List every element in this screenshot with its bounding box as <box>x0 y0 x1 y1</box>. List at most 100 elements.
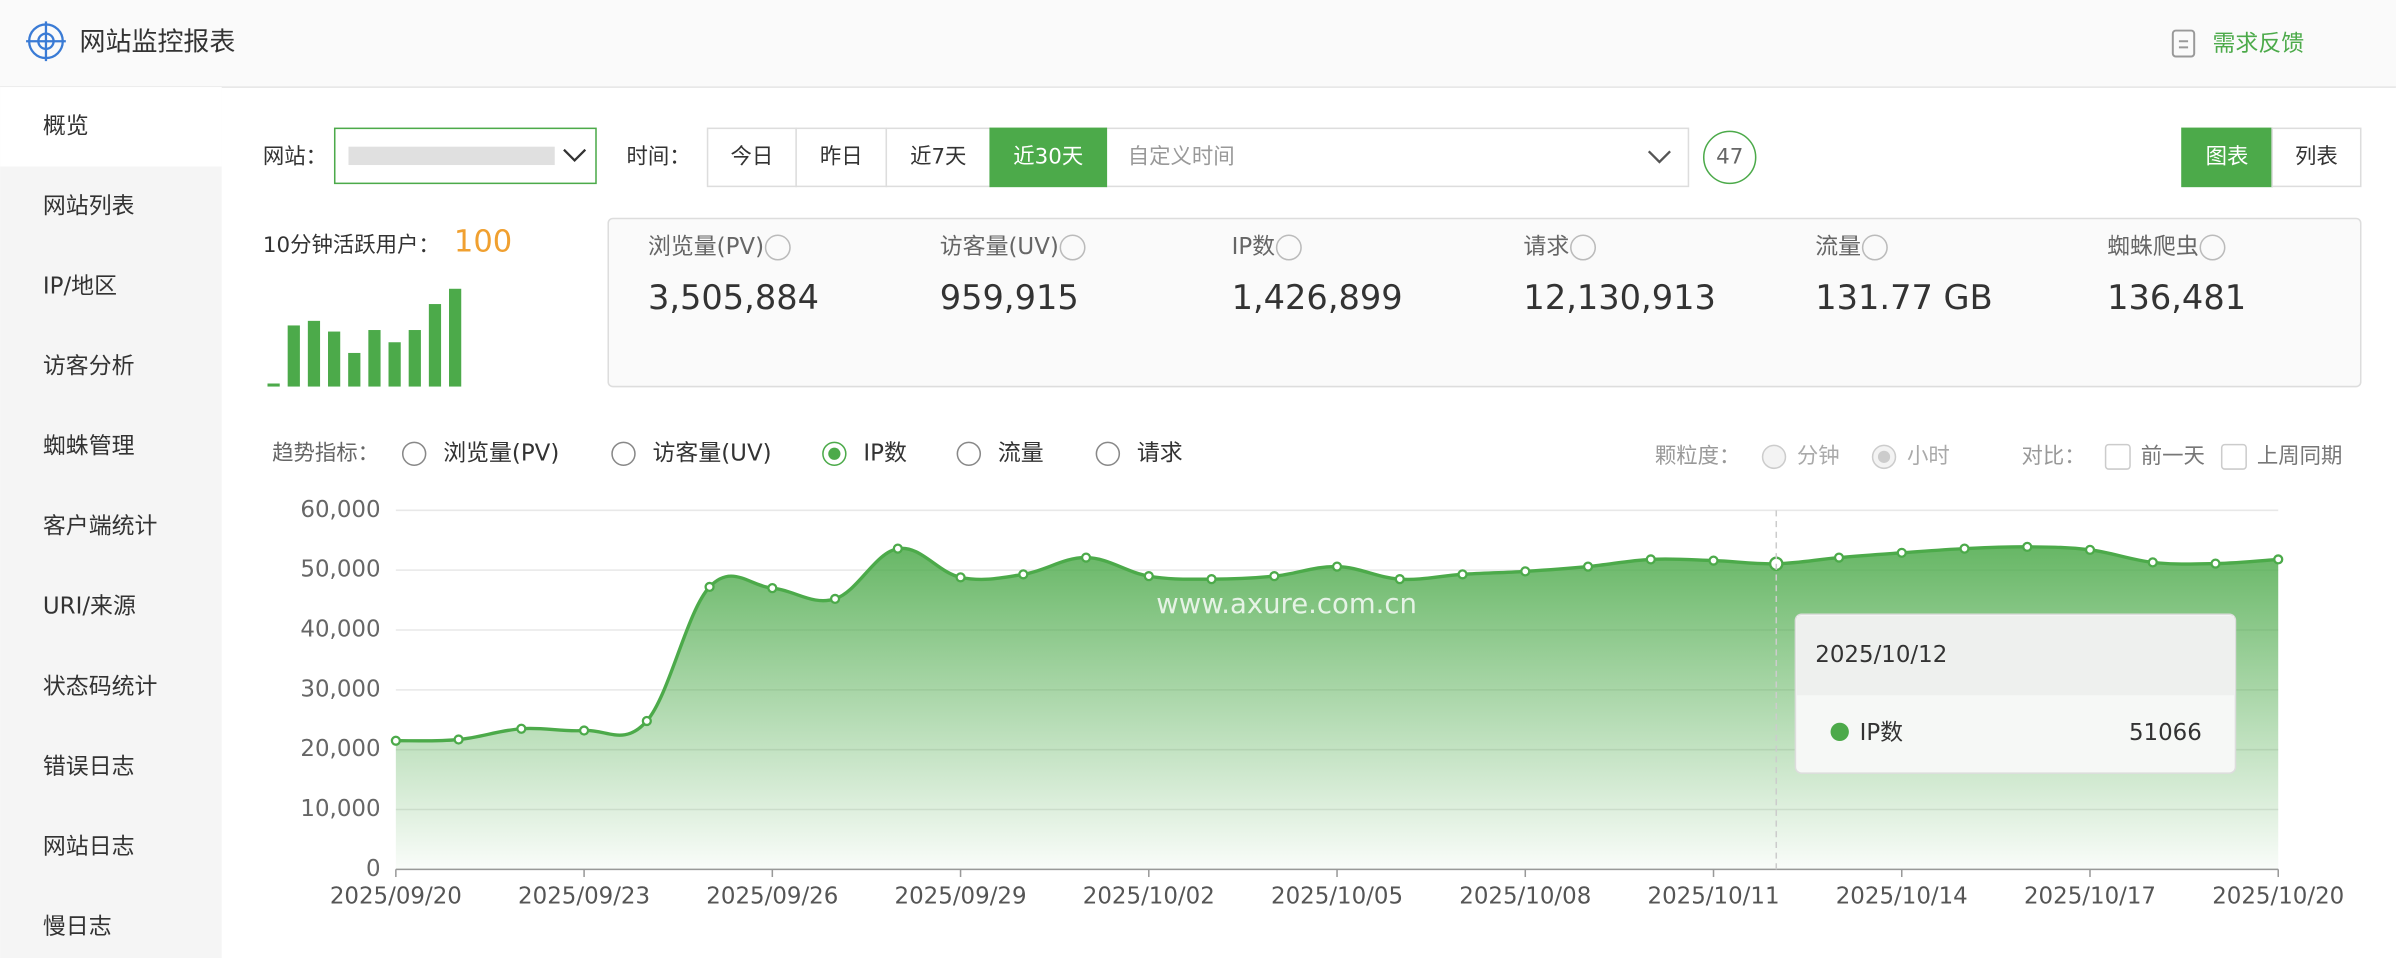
help-icon[interactable] <box>2199 234 2226 261</box>
point[interactable] <box>1520 566 1531 577</box>
stat-value: 131.77 GB <box>1815 278 1992 317</box>
header-bar <box>0 0 2396 88</box>
stat-value: 136,481 <box>2107 278 2246 317</box>
point[interactable] <box>1457 569 1468 580</box>
point[interactable] <box>2273 554 2284 565</box>
point[interactable] <box>641 715 652 727</box>
logo-icon <box>26 21 66 62</box>
active-bar <box>287 325 300 387</box>
sidebar-item[interactable]: 概览 <box>43 113 89 139</box>
metric-label: 访客量(UV) <box>653 440 772 466</box>
point[interactable] <box>1582 561 1594 572</box>
time-option[interactable] <box>989 127 1108 188</box>
active-users-label: 10分钟活跃用户： <box>263 233 440 258</box>
sidebar <box>0 87 222 958</box>
sidebar-item[interactable]: 访客分析 <box>43 354 135 380</box>
time-option[interactable] <box>795 127 888 188</box>
help-icon[interactable] <box>1861 234 1888 261</box>
point[interactable] <box>1645 554 1656 565</box>
point[interactable] <box>829 593 841 605</box>
time-option-label: 昨日 <box>820 144 863 169</box>
stat-value: 12,130,913 <box>1523 278 1715 317</box>
x-tick-label: 2025/10/11 <box>1648 883 1780 909</box>
sidebar-item[interactable]: 蜘蛛管理 <box>43 434 135 460</box>
point[interactable] <box>767 582 778 594</box>
compare-checkbox[interactable] <box>2220 443 2247 470</box>
count-badge-text: 47 <box>1716 144 1743 169</box>
x-tick-label: 2025/10/02 <box>1083 883 1215 909</box>
point[interactable] <box>453 734 464 745</box>
point[interactable] <box>892 543 903 554</box>
y-tick-label: 0 <box>366 856 381 882</box>
sidebar-item[interactable]: URI/来源 <box>43 594 136 620</box>
point[interactable] <box>1959 543 1970 554</box>
point[interactable] <box>1896 547 1907 558</box>
tooltip-value: 51066 <box>2129 720 2202 746</box>
help-icon[interactable] <box>764 234 791 261</box>
time-option[interactable] <box>706 127 797 188</box>
view-toggle[interactable] <box>2181 127 2273 188</box>
point[interactable] <box>390 735 401 746</box>
metric-radio[interactable] <box>401 441 427 467</box>
point[interactable] <box>2147 557 2158 568</box>
point[interactable] <box>1018 569 1029 580</box>
stat-label: 请求 <box>1523 234 1569 260</box>
compare-checkbox[interactable] <box>2104 443 2131 470</box>
metric-label: 请求 <box>1137 440 1183 466</box>
metric-radio[interactable] <box>611 441 636 467</box>
point[interactable] <box>2022 541 2033 552</box>
point[interactable] <box>704 581 715 593</box>
x-tick-label: 2025/10/20 <box>2212 883 2344 909</box>
point[interactable] <box>2210 558 2221 569</box>
metric-radio[interactable] <box>956 441 982 467</box>
sidebar-item[interactable]: IP/地区 <box>43 273 117 299</box>
time-option-label: 近7天 <box>910 144 966 169</box>
time-option[interactable] <box>885 127 991 188</box>
point[interactable] <box>516 723 527 734</box>
point[interactable] <box>1143 571 1154 582</box>
stat-value: 959,915 <box>940 278 1079 317</box>
feedback-link[interactable]: 需求反馈 <box>2213 31 2305 57</box>
help-icon[interactable] <box>1059 234 1086 261</box>
active-bar <box>348 352 361 387</box>
point[interactable] <box>578 725 590 736</box>
active-users-value: 100 <box>454 224 512 259</box>
custom-time-input[interactable] <box>1105 127 1690 188</box>
feedback-icon[interactable] <box>2171 29 2196 58</box>
stat-label: 浏览量(PV) <box>648 234 764 260</box>
point[interactable] <box>1080 552 1092 563</box>
help-icon[interactable] <box>1275 234 1302 261</box>
sidebar-item[interactable]: 慢日志 <box>43 914 112 940</box>
sidebar-item[interactable]: 网站日志 <box>43 834 135 860</box>
compare-option: 前一天 <box>2141 444 2205 469</box>
granularity-radio[interactable] <box>1761 444 1787 470</box>
granularity-option: 分钟 <box>1797 444 1840 469</box>
custom-time-placeholder: 自定义时间 <box>1128 144 1235 169</box>
point[interactable] <box>1206 574 1217 585</box>
metric-radio[interactable] <box>1095 441 1121 467</box>
point[interactable] <box>2084 544 2096 555</box>
point[interactable] <box>1833 552 1845 563</box>
point[interactable] <box>1708 555 1719 566</box>
sidebar-item[interactable]: 状态码统计 <box>43 674 158 700</box>
page-title: 网站监控报表 <box>80 27 236 57</box>
x-tick-label: 2025/09/26 <box>706 883 838 909</box>
metric-radio-dot <box>828 447 841 460</box>
point[interactable] <box>1331 561 1343 572</box>
help-icon[interactable] <box>1570 234 1597 261</box>
active-bar <box>408 330 421 387</box>
sidebar-item[interactable]: 错误日志 <box>43 754 135 780</box>
sidebar-item[interactable]: 客户端统计 <box>43 514 158 540</box>
point[interactable] <box>1269 571 1280 582</box>
tooltip-series: IP数 <box>1860 720 1904 746</box>
sidebar-item[interactable]: 网站列表 <box>43 193 135 219</box>
tooltip-header <box>1796 615 2234 696</box>
point[interactable] <box>1394 574 1405 585</box>
point[interactable] <box>955 572 966 583</box>
active-bar <box>388 342 401 387</box>
y-tick-label: 40,000 <box>300 617 380 643</box>
y-tick-label: 50,000 <box>300 557 380 583</box>
view-toggle[interactable] <box>2271 127 2362 188</box>
